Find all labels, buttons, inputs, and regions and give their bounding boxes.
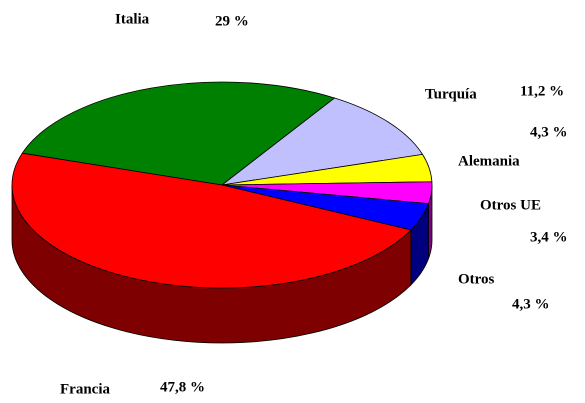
category-label: Otros [458,271,495,287]
value-label: 11,2 % [520,83,564,99]
pie-slice [21,81,336,186]
value-label: 29 % [215,13,249,29]
value-label: 4,3 % [530,124,568,140]
category-label: Alemania [458,153,520,169]
category-label: Francia [60,381,110,397]
value-label: 4,3 % [512,296,550,312]
value-label: 47,8 % [160,379,205,395]
category-label: Italia [115,11,150,27]
value-label: 3,4 % [530,229,568,245]
pie-slice [11,152,412,289]
category-label: Otros UE [480,197,541,213]
pie-slice [220,97,424,186]
category-label: Turquía [425,86,477,102]
